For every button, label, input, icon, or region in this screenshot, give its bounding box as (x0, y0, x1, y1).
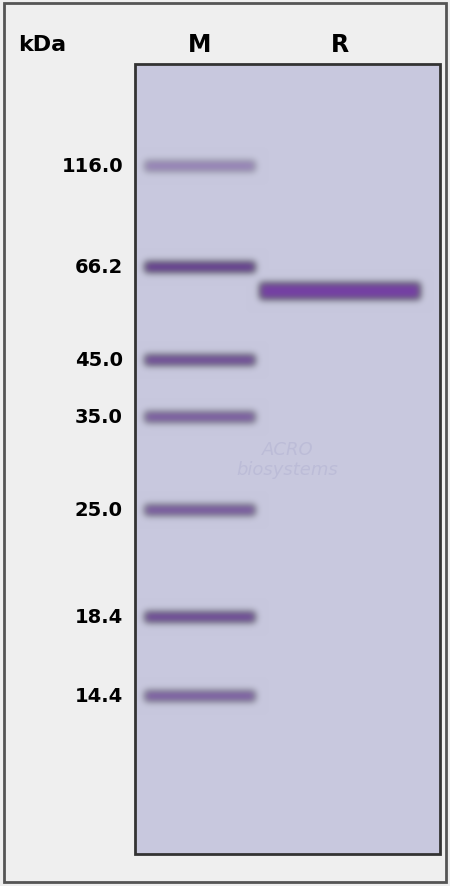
Text: 45.0: 45.0 (75, 351, 123, 370)
Text: 14.4: 14.4 (75, 687, 123, 706)
Text: R: R (331, 33, 349, 57)
Text: 25.0: 25.0 (75, 501, 123, 520)
Text: 35.0: 35.0 (75, 408, 123, 427)
Text: 18.4: 18.4 (75, 608, 123, 626)
Text: 116.0: 116.0 (61, 158, 123, 176)
Text: M: M (188, 33, 212, 57)
Text: kDa: kDa (18, 35, 66, 55)
Text: 66.2: 66.2 (75, 258, 123, 277)
Bar (135, 65, 440, 854)
Text: ACRO
biosystems: ACRO biosystems (237, 440, 338, 478)
